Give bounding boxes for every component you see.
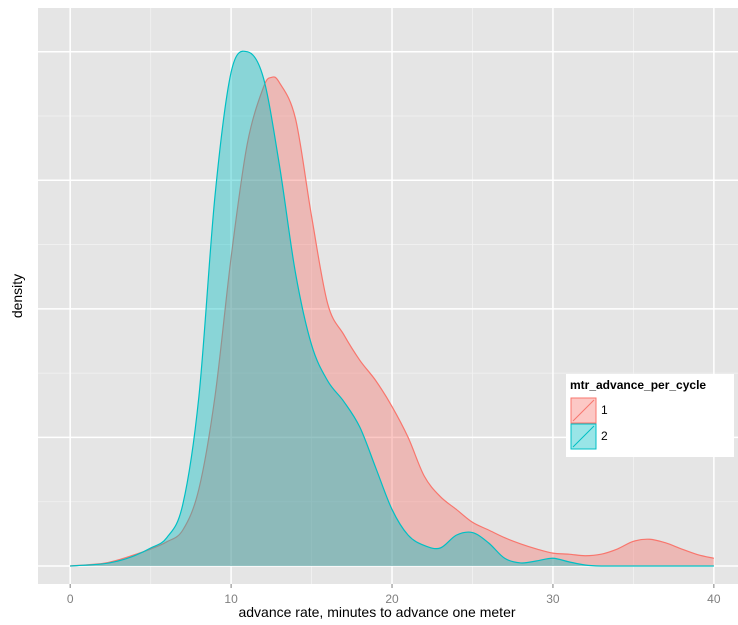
x-axis-ticks: 0 10 20 30 40: [67, 584, 721, 606]
y-axis-title: density: [9, 274, 25, 318]
density-line-series-1: [70, 76, 714, 567]
x-tick-label: 20: [385, 592, 399, 606]
legend-item-1: 1: [570, 397, 608, 424]
plot-panel: [38, 8, 738, 584]
legend-label-2: 2: [601, 429, 608, 443]
legend: mtr_advance_per_cycle 1 2: [566, 374, 734, 457]
minor-gridlines: [38, 8, 738, 584]
x-tick-label: 30: [546, 592, 560, 606]
density-areas: [70, 50, 714, 567]
major-gridlines: [38, 8, 738, 584]
legend-title: mtr_advance_per_cycle: [570, 378, 706, 392]
density-line-series-2: [70, 50, 714, 567]
x-axis-title: advance rate, minutes to advance one met…: [238, 604, 515, 620]
legend-item-2: 2: [570, 423, 608, 450]
legend-background: [566, 374, 734, 457]
x-tick-label: 0: [67, 592, 74, 606]
x-tick-label: 40: [707, 592, 721, 606]
density-area-series-1: [70, 76, 714, 566]
legend-label-1: 1: [601, 403, 608, 417]
legend-key-2-line: [572, 425, 595, 448]
legend-key-1-line: [572, 399, 595, 422]
x-tick-label: 10: [224, 592, 238, 606]
density-area-series-2: [70, 51, 714, 566]
